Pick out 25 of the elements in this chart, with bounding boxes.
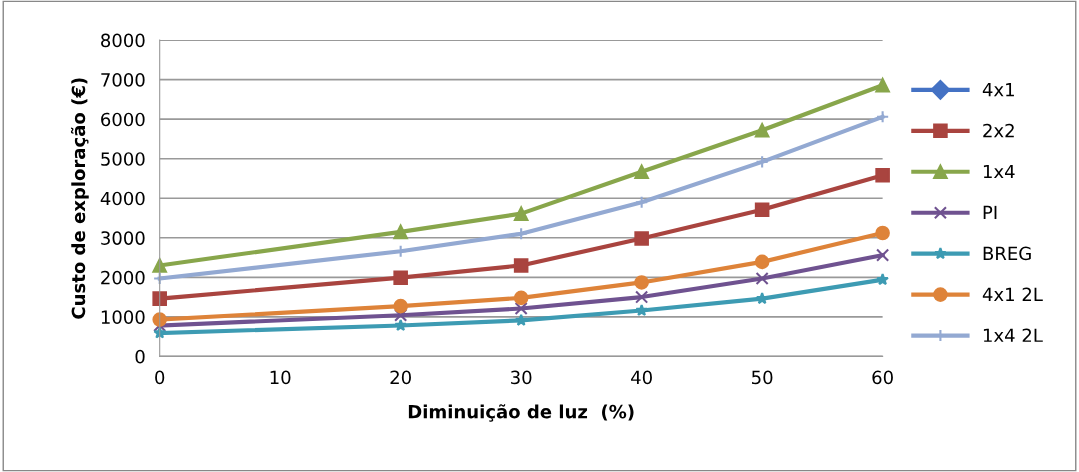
legend-label: 4x1 (982, 83, 1014, 97)
y-tick-label: 2000 (101, 270, 145, 285)
x-axis-title: Diminuição de luz (%) (408, 404, 634, 422)
y-tick-label: 7000 (101, 73, 145, 87)
legend-label: 1x4 (983, 164, 1015, 179)
y-tick-label: 1000 (101, 310, 145, 324)
y-tick-label: 5000 (101, 152, 145, 166)
x-tick-label: 30 (511, 370, 532, 385)
y-tick-label: 4000 (100, 191, 145, 206)
legend-label: 4x1 2L (982, 287, 1043, 301)
x-tick-label: 10 (270, 370, 291, 385)
y-axis-title: Custo de exploração (€) (70, 78, 89, 319)
x-tick-label: 60 (872, 370, 893, 385)
x-tick-label: 50 (752, 370, 773, 385)
x-tick-label: 20 (390, 370, 411, 385)
y-tick-label: 0 (135, 349, 145, 364)
legend-label: PI (983, 205, 997, 220)
x-tick-label: 0 (155, 370, 165, 385)
legend-label: 2x2 (983, 123, 1014, 138)
legend-label: 1x4 2L (983, 328, 1043, 342)
y-tick-label: 8000 (101, 33, 145, 48)
legend-label: BREG (983, 246, 1031, 261)
y-tick-label: 3000 (101, 231, 145, 245)
y-tick-label: 6000 (101, 112, 145, 127)
x-tick-label: 40 (631, 370, 652, 385)
